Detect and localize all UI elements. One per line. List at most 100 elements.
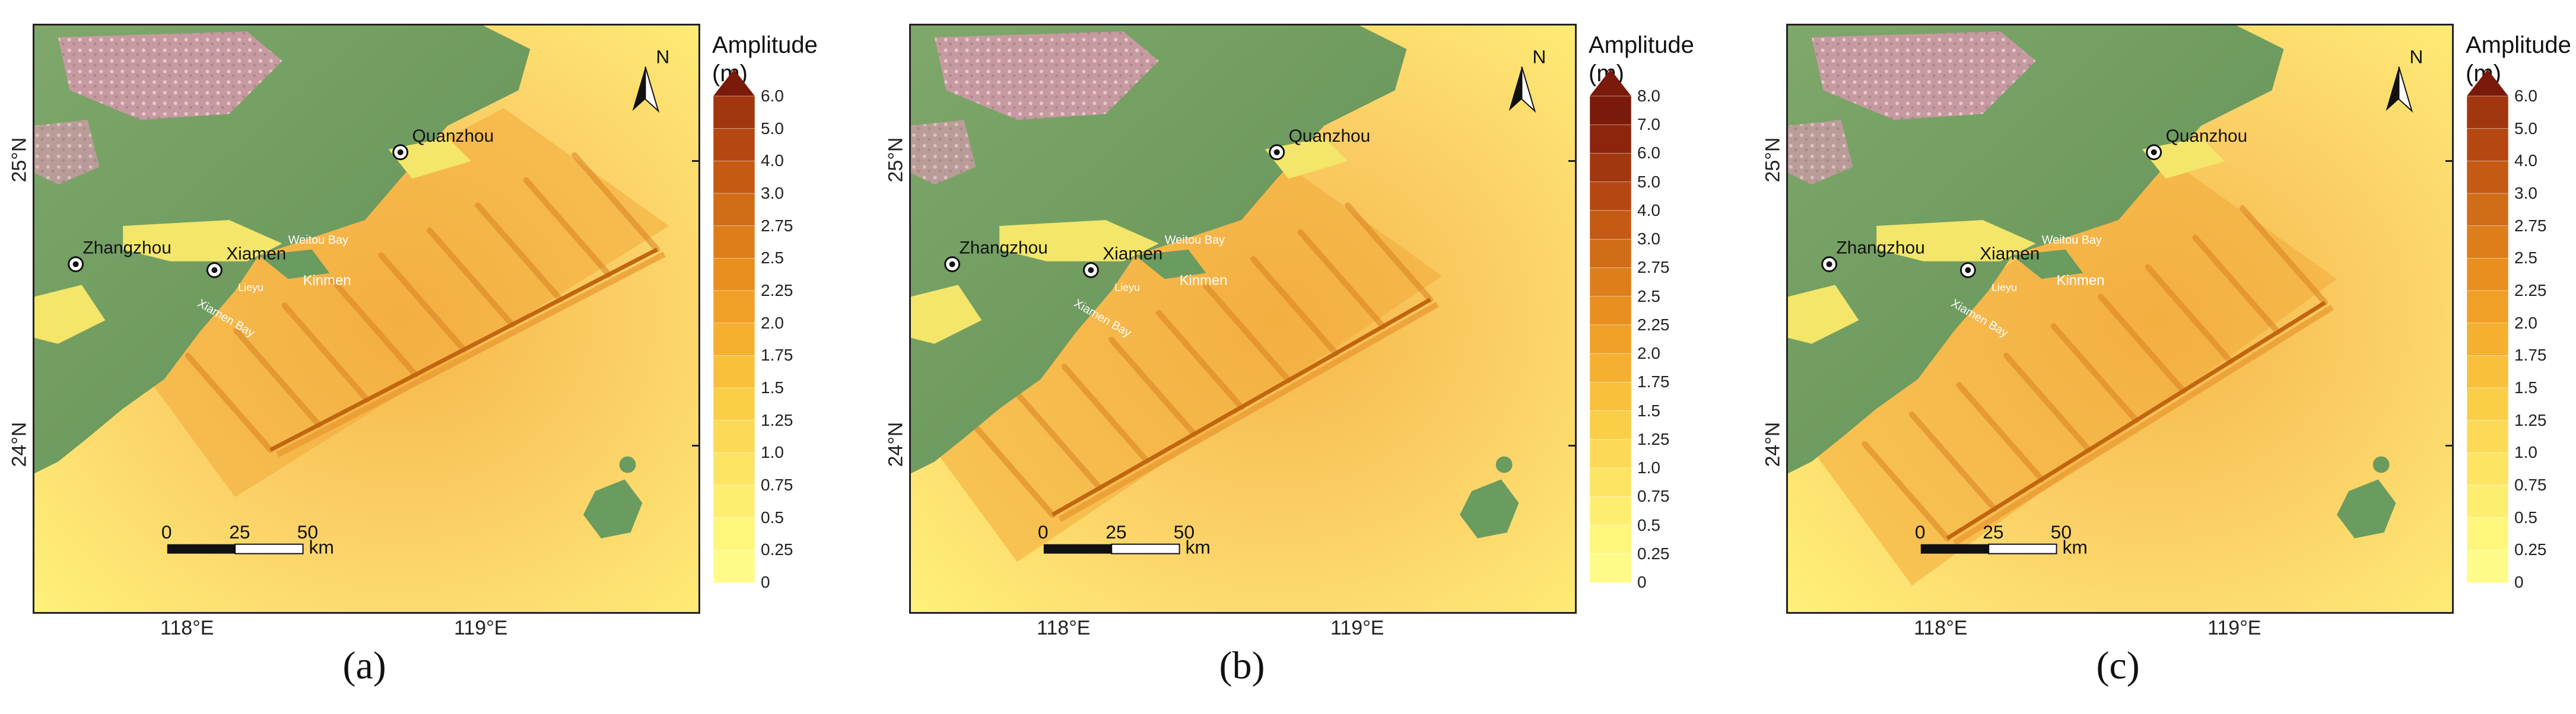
city-label: Zhangzhou (83, 238, 171, 258)
legend-band (713, 128, 755, 162)
legend-label: 2.75 (2514, 216, 2547, 235)
legend-band (713, 193, 755, 227)
place-label: Kinmen (303, 272, 351, 288)
legend-band (713, 387, 755, 421)
legend-band (1589, 296, 1632, 326)
legend-label: 2.0 (761, 313, 784, 332)
legend-label: 8.0 (1637, 87, 1660, 105)
coastal-lowland (388, 137, 472, 179)
latitude-tick (2445, 160, 2454, 162)
city-marker-xiamen: Xiamen (206, 244, 286, 278)
city-label: Quanzhou (412, 126, 494, 146)
legend-band (2466, 387, 2509, 421)
svg-text:N: N (2409, 46, 2423, 68)
place-label: Lieyu (238, 281, 263, 293)
offshore-island (2337, 479, 2396, 538)
legend-colorbar (713, 69, 755, 583)
coastal-lowland (1876, 220, 2036, 262)
legend-band (2466, 95, 2509, 129)
legend-label: 1.0 (1637, 458, 1660, 477)
latitude-tick (2445, 445, 2454, 447)
city-label: Xiamen (226, 244, 286, 264)
legend-label: 2.5 (761, 248, 784, 267)
amplitude-streak (1108, 336, 1198, 437)
latitude-label: 25°N (8, 137, 31, 183)
legend-band (1589, 467, 1632, 498)
legend-band (2466, 517, 2509, 551)
map-panel-1: Quanzhou Zhangzhou Xiamen Weitou Bay Lieyu Ki… (0, 0, 859, 714)
legend-label: 4.0 (1637, 200, 1660, 219)
city-marker-zhangzhou: Zhangzhou (944, 238, 1048, 272)
legend-label: 2.75 (1637, 258, 1670, 277)
legend-label: 0 (2514, 573, 2524, 591)
legend-band (1589, 153, 1632, 183)
legend-label: 0.75 (761, 476, 793, 494)
offshore-island (619, 456, 636, 473)
longitude-label: 119°E (454, 617, 508, 639)
legend-band (2466, 290, 2509, 324)
city-label: Xiamen (1103, 244, 1162, 264)
mountain-terrain (58, 31, 282, 120)
latitude-label: 24°N (884, 422, 907, 467)
legend-label: 5.0 (2514, 119, 2537, 138)
wave-energy-zone (105, 108, 669, 498)
amplitude-streak (1862, 441, 1951, 541)
legend-band (713, 258, 755, 291)
mountain-terrain (911, 120, 976, 185)
legend-label: 3.0 (761, 184, 784, 202)
legend-band (713, 323, 755, 356)
amplitude-streak (967, 417, 1056, 518)
legend-label: 0 (1637, 573, 1647, 591)
mainland (1788, 26, 2284, 474)
amplitude-streak (1956, 382, 2045, 483)
wave-energy-zone (911, 158, 1443, 562)
legend-label: 6.0 (761, 87, 784, 105)
legend-label: 0.5 (761, 508, 784, 527)
panel-caption: (c) (2096, 644, 2140, 687)
coastal-lowland (1265, 137, 1348, 179)
legend-label: 0.25 (761, 540, 793, 559)
city-label: Quanzhou (1289, 126, 1371, 146)
legend-band (2466, 452, 2509, 486)
map-frame: Quanzhou Zhangzhou Xiamen Weitou Bay Lieyu Ki… (1786, 24, 2454, 614)
legend-band (713, 452, 755, 486)
legend-label: 0 (761, 573, 770, 591)
legend-band (2466, 193, 2509, 227)
amplitude-streak (1908, 412, 1998, 512)
amplitude-streak (329, 277, 419, 378)
legend-band (713, 225, 755, 259)
amplitude-streak (571, 152, 660, 253)
legend-band (2466, 258, 2509, 291)
legend-label: 1.25 (2514, 410, 2547, 429)
legend-label: 0.5 (2514, 508, 2537, 527)
place-label: Lieyu (1114, 281, 1140, 293)
amplitude-streak (2239, 205, 2329, 306)
offshore-island (1495, 456, 1513, 473)
legend-band (1589, 496, 1632, 526)
amplitude-streak (233, 327, 322, 428)
amplitude-streak (426, 227, 516, 328)
latitude-tick (692, 445, 700, 447)
city-marker-zhangzhou: Zhangzhou (68, 238, 171, 272)
city-label: Quanzhou (2166, 126, 2248, 146)
legend-band (1589, 353, 1632, 383)
svg-text:25: 25 (229, 521, 250, 543)
svg-text:0: 0 (161, 521, 172, 543)
legend-band (713, 161, 755, 194)
latitude-label: 24°N (8, 422, 31, 467)
island-kinmen (258, 249, 330, 279)
svg-text:50: 50 (297, 521, 318, 543)
mainland (34, 26, 531, 474)
svg-text:N: N (656, 46, 669, 68)
legend-band (1589, 95, 1632, 125)
legend-label: 4.0 (2514, 151, 2537, 170)
coastal-lowland (2142, 137, 2225, 179)
coastal-lowland (1788, 285, 1859, 344)
fault-line-shadow (1058, 301, 1439, 522)
legend-label: 4.0 (761, 151, 784, 170)
legend-band (1589, 238, 1632, 269)
legend-label: 2.5 (1637, 286, 1660, 305)
